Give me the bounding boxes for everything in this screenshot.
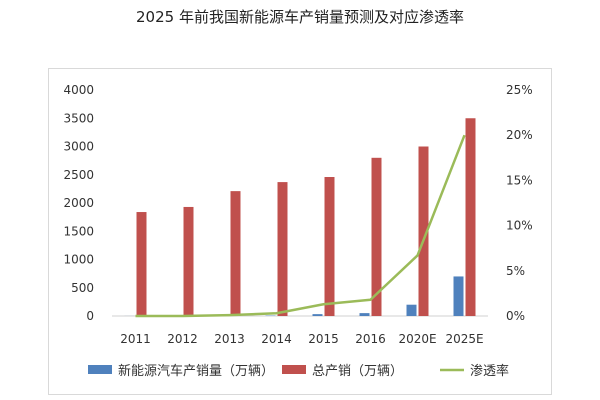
x-tick-label: 2015: [308, 332, 339, 346]
total-sales-bar: [324, 177, 335, 316]
nev-sales-bar: [453, 276, 464, 316]
y-left-tick-label: 3500: [63, 111, 94, 125]
legend-swatch: [282, 365, 306, 374]
chart-title: 2025 年前我国新能源车产销量预测及对应渗透率: [136, 8, 464, 26]
legend-swatch: [88, 365, 112, 374]
y-right-tick-label: 10%: [506, 219, 533, 233]
x-tick-label: 2014: [261, 332, 292, 346]
y-right-tick-label: 0%: [506, 309, 525, 323]
nev-sales-bar: [406, 304, 417, 316]
total-sales-bar: [465, 118, 476, 316]
x-tick-label: 2020E: [398, 332, 436, 346]
x-tick-label: 2011: [120, 332, 151, 346]
legend-label: 新能源汽车产销量（万辆）: [118, 363, 274, 379]
y-right-tick-label: 15%: [506, 173, 533, 187]
legend-label: 渗透率: [470, 363, 509, 379]
penetration-rate-line: [135, 134, 466, 318]
x-tick-label: 2016: [355, 332, 386, 346]
total-sales-bar: [277, 182, 288, 316]
y-left-tick-label: 4000: [63, 83, 94, 97]
legend-label: 总产销（万辆）: [312, 364, 403, 379]
total-sales-bar: [136, 212, 147, 316]
y-right-tick-label: 20%: [506, 128, 533, 142]
total-sales-bar: [371, 157, 382, 316]
y-left-tick-label: 2500: [63, 168, 94, 182]
y-left-tick-label: 0: [86, 309, 94, 323]
x-tick-label: 2013: [214, 332, 245, 346]
y-right-tick-label: 25%: [506, 83, 533, 97]
total-sales-bar: [418, 146, 429, 316]
y-left-tick-label: 1500: [63, 224, 94, 238]
total-sales-bar: [230, 191, 241, 316]
y-right-tick-label: 5%: [506, 264, 525, 278]
y-left-tick-label: 2000: [63, 196, 94, 210]
nev-sales-bar: [312, 314, 323, 316]
y-left-tick-label: 500: [71, 281, 94, 295]
y-left-tick-label: 1000: [63, 253, 94, 267]
nev-sales-bar: [359, 313, 370, 316]
total-sales-bar: [183, 206, 194, 316]
x-tick-label: 2012: [167, 332, 198, 346]
x-tick-label: 2025E: [445, 332, 483, 346]
chart-frame: [48, 68, 552, 395]
y-left-tick-label: 3000: [63, 140, 94, 154]
